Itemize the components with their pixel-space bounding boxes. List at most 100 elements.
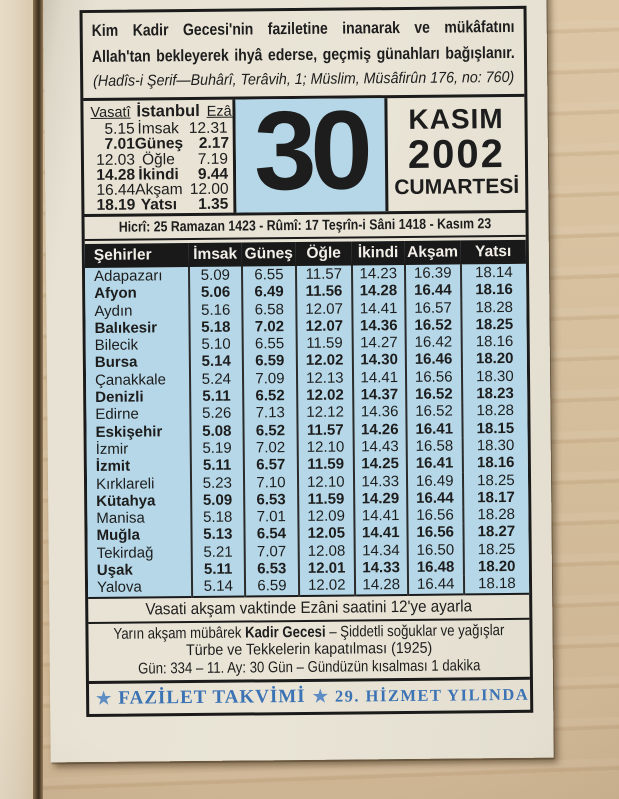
city-name: Adapazarı [93, 267, 163, 285]
time-cell: 12.13 [296, 369, 353, 388]
hadith-line-2: Allah'tan bekleyerek ihyâ ederse, geçmiş… [91, 43, 515, 66]
hadith-source: (Hadîs-i Şerif—Buhârî, Terâvih, 1; Müsli… [93, 68, 515, 90]
time-cell: 18.20 [461, 350, 527, 369]
city-name: İzmir [95, 440, 129, 458]
star-icon: ★ [312, 686, 328, 707]
time-cell: 5.18 [190, 508, 245, 527]
time-cell: 6.53 [244, 490, 299, 509]
time-cell: 18.28 [460, 298, 527, 317]
time-cell: 14.43 [353, 437, 407, 456]
time-cell: 18.14 [460, 263, 527, 282]
column-header: Öğle [295, 241, 352, 267]
time-cell: 6.58 [242, 300, 297, 319]
time-cell: 18.15 [462, 419, 528, 438]
time-cell: 5.09 [190, 491, 245, 510]
time-cell: 5.09 [188, 266, 243, 285]
time-cell: 7.02 [242, 317, 297, 336]
time-cell: 12.07 [296, 317, 353, 336]
service-year: 29. HİZMET YILINDA [334, 684, 530, 706]
time-cell: 18.20 [463, 557, 529, 576]
prayer-name: Öğle [141, 150, 175, 169]
prayer-name: Güneş [134, 135, 184, 153]
time-cell: 18.18 [463, 575, 530, 595]
brand-name: FAZİLET TAKVİMİ [118, 686, 306, 709]
time-cell: 11.56 [295, 282, 353, 301]
time-cell: 7.10 [243, 473, 298, 492]
time-cell: 18.16 [462, 454, 528, 472]
vasati-column-header: Vasatî [90, 104, 131, 121]
time-cell: 12.10 [297, 438, 354, 457]
time-cell: 18.25 [462, 471, 529, 490]
star-icon: ★ [96, 688, 112, 709]
city-name: Edirne [95, 405, 139, 424]
time-cell: 14.36 [352, 316, 406, 335]
city-name: Eskişehir [95, 422, 163, 441]
city-name: Çanakkale [94, 371, 167, 389]
time-cell: 6.59 [242, 352, 297, 371]
time-cell: 18.28 [461, 402, 528, 421]
time-cell: 18.16 [460, 281, 527, 300]
calendar-page: Kim Kadir Gecesi'nin faziletine inanarak… [43, 0, 554, 763]
cities-table: Şehirler İmsak Güneş Öğle İkindi Akşam Yatsı A… [84, 239, 530, 599]
time-cell: 16.56 [406, 506, 464, 525]
time-cell: 5.23 [190, 474, 245, 492]
time-cell: 18.17 [462, 488, 529, 507]
hadith-box: Kim Kadir Gecesi'nin faziletine inanarak… [82, 8, 525, 102]
city-name: Kütahya [96, 492, 156, 510]
time-cell: 14.27 [352, 334, 406, 352]
time-cell: 12.02 [298, 576, 355, 596]
time-cell: 14.36 [353, 403, 407, 422]
city-name: Tekirdağ [96, 544, 154, 562]
time-cell: 6.54 [244, 525, 299, 544]
time-cell: 16.52 [405, 402, 463, 421]
time-cell: 14.30 [352, 351, 406, 370]
month-panel: KASIM 2002 CUMARTESİ [387, 97, 525, 211]
column-header: Güneş [241, 242, 296, 267]
column-header: İkindi [351, 240, 405, 266]
city-name: Afyon [94, 284, 137, 303]
time-cell: 6.49 [242, 283, 297, 302]
time-cell: 14.34 [354, 541, 408, 560]
time-cell: 12.12 [297, 403, 354, 422]
city-name: Muğla [96, 526, 140, 545]
time-cell: 7.07 [244, 542, 299, 561]
time-cell: 14.23 [351, 264, 405, 283]
column-header: Akşam [404, 240, 461, 265]
time-cell: 14.41 [352, 299, 406, 318]
vasati-time: 7.01 [104, 135, 135, 154]
ezani-column-header: Ezânî [206, 103, 237, 120]
time-cell: 5.10 [189, 335, 243, 354]
time-cell: 14.28 [351, 282, 405, 301]
ezani-time: 7.19 [197, 150, 229, 168]
time-cell: 5.16 [188, 301, 243, 319]
time-cell: 18.30 [461, 367, 528, 386]
time-cell: 11.59 [296, 334, 353, 353]
time-cell: 18.25 [461, 315, 527, 334]
time-cell: 18.25 [463, 540, 529, 559]
time-cell: 14.33 [353, 472, 407, 491]
ezani-time: 1.35 [198, 196, 229, 214]
time-cell: 7.09 [242, 369, 297, 388]
star-icon: ★ [529, 685, 530, 704]
info-line-3: Gün: 334 – 11. Ay: 30 Gün – Gündüzün kıs… [138, 656, 481, 678]
day-number: 30 [235, 87, 389, 213]
time-cell: 18.27 [463, 523, 529, 542]
time-cell: 14.41 [352, 368, 406, 387]
time-cell: 5.11 [189, 387, 244, 406]
time-cell: 14.41 [354, 507, 408, 525]
day-row: Vasatî İstanbul Ezânî 5.15 İmsak 12.31 7… [83, 87, 526, 218]
time-cell: 6.52 [243, 387, 298, 405]
vasati-time: 16.44 [96, 181, 136, 200]
istanbul-times: 5.15 İmsak 12.31 7.01 Güneş 2.17 12.03 Ö… [91, 120, 229, 214]
time-cell: 14.28 [354, 576, 408, 596]
time-cell: 18.23 [461, 384, 528, 403]
info-line-1-suffix: – Şiddetli soğuklar ve yağışlar [325, 621, 505, 641]
kadir-gecesi-label: Kadir Gecesi [244, 623, 326, 642]
weekday: CUMARTESİ [394, 174, 520, 200]
time-cell: 5.14 [191, 577, 246, 597]
time-cell: 16.56 [405, 368, 462, 387]
city-name: Aydın [94, 302, 133, 320]
time-cell: 16.48 [407, 558, 464, 577]
time-cell: 6.52 [243, 421, 298, 440]
